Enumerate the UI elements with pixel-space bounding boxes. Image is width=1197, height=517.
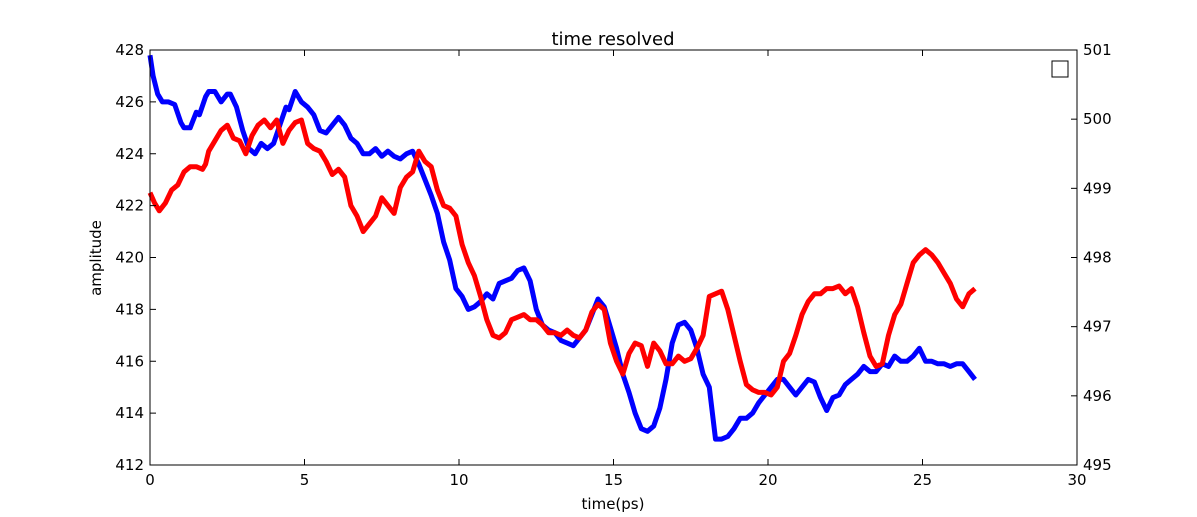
x-tick-label: 30 — [1067, 471, 1086, 489]
legend-box — [1051, 60, 1069, 78]
x-tick-label: 5 — [300, 471, 310, 489]
y-tick-label: 412 — [115, 456, 144, 474]
x-tick-label: 0 — [145, 471, 155, 489]
y-tick-label: 418 — [115, 300, 144, 318]
y-tick-label: 428 — [115, 41, 144, 59]
y-tick-label: 416 — [115, 352, 144, 370]
y2-tick-label: 499 — [1083, 179, 1112, 197]
y-tick-label: 422 — [115, 197, 144, 215]
y2-tick-label: 500 — [1083, 110, 1112, 128]
y-axis-label: amplitude — [87, 220, 105, 296]
plot-area — [147, 54, 977, 442]
y2-tick-label: 497 — [1083, 318, 1112, 336]
y2-tick-label: 496 — [1083, 387, 1112, 405]
x-tick-label: 15 — [604, 471, 623, 489]
series-line-1 — [147, 54, 977, 442]
x-tick-label: 10 — [449, 471, 468, 489]
ticks: 0 5 10 15 20 25 30 412 414 416 418 420 422 424 426 428 4… — [115, 41, 1111, 489]
y-tick-label: 426 — [115, 93, 144, 111]
y2-tick-label: 495 — [1083, 456, 1112, 474]
y2-tick-label: 498 — [1083, 249, 1112, 267]
y-tick-label: 420 — [115, 249, 144, 267]
y-tick-label: 414 — [115, 404, 144, 422]
plot-frame — [149, 49, 1078, 466]
y2-tick-label: 501 — [1083, 41, 1112, 59]
chart-title: time resolved — [551, 29, 674, 50]
x-tick-label: 20 — [758, 471, 777, 489]
x-axis-label: time(ps) — [582, 495, 645, 513]
y-tick-label: 424 — [115, 145, 144, 163]
x-tick-label: 25 — [913, 471, 932, 489]
series-line-2 — [147, 117, 977, 398]
